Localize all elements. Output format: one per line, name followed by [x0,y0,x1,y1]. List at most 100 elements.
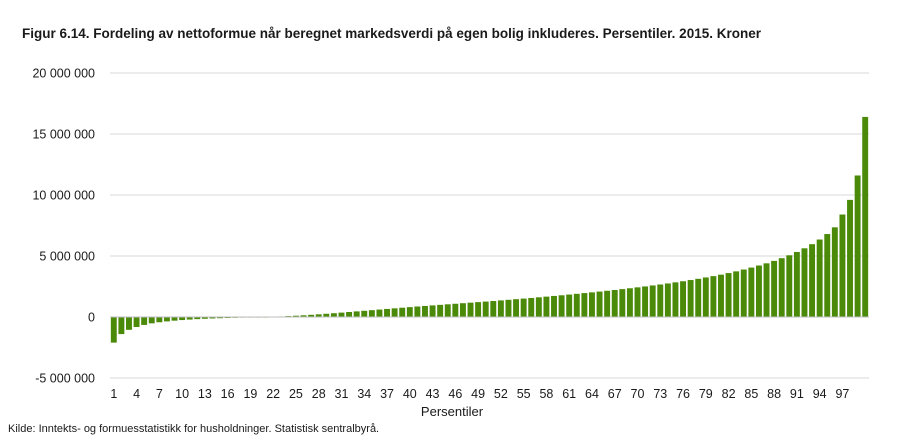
x-tick-label: 28 [312,387,326,401]
bar-percentile-41 [414,306,421,317]
bar-percentile-9 [171,317,178,321]
bar-percentile-53 [505,299,512,317]
bar-percentile-66 [604,290,611,317]
x-tick-label: 58 [539,387,553,401]
x-tick-label: 34 [357,387,371,401]
bar-percentile-81 [718,274,724,317]
x-tick-label: 43 [426,387,440,401]
x-tick-label: 46 [448,387,462,401]
bar-percentile-29 [323,313,330,317]
bar-percentile-71 [642,286,649,317]
bar-percentile-68 [619,289,626,317]
x-tick-label: 94 [813,387,827,401]
bar-percentile-78 [695,278,702,317]
bar-percentile-93 [809,244,816,317]
bar-percentile-84 [740,269,747,317]
bar-percentile-38 [391,308,398,317]
bar-percentile-5 [141,317,148,325]
x-tick-label: 4 [133,387,140,401]
bar-percentile-7 [156,317,163,323]
bar-percentile-70 [634,287,641,317]
bar-percentile-90 [786,255,793,317]
bar-percentile-40 [406,307,413,317]
bar-percentile-74 [664,283,671,317]
bar-percentile-26 [300,315,307,317]
bar-percentile-34 [361,310,368,317]
x-tick-label: 76 [676,387,690,401]
bars [110,116,869,343]
bar-percentile-75 [672,282,679,317]
bar-percentile-46 [452,303,459,317]
x-tick-label: 37 [380,387,394,401]
bar-percentile-51 [490,301,497,317]
bar-percentile-12 [194,317,201,320]
bar-percentile-82 [725,273,732,317]
y-tick-label: 20 000 000 [32,67,95,81]
bar-percentile-44 [437,304,444,317]
bar-percentile-64 [589,292,595,317]
bar-percentile-94 [816,239,823,317]
bar-percentile-83 [733,271,740,317]
bar-percentile-25 [292,315,299,317]
x-tick-label: 49 [471,387,485,401]
bar-percentile-47 [459,303,466,317]
x-tick-label: 52 [494,387,508,401]
bar-percentile-76 [680,281,686,317]
bar-percentile-91 [793,251,800,317]
bar-percentile-67 [611,289,618,317]
bar-percentile-95 [824,234,831,317]
bar-percentile-59 [551,295,557,317]
bar-percentile-77 [687,280,694,317]
x-tick-label: 97 [835,387,849,401]
x-tick-label: 91 [790,387,804,401]
x-tick-label: 82 [722,387,736,401]
bar-percentile-14 [209,317,216,319]
bar-percentile-80 [710,276,717,317]
chart-title: Figur 6.14. Fordeling av nettoformue når… [22,26,761,41]
bar-percentile-49 [475,302,482,317]
bar-percentile-62 [573,293,580,317]
x-tick-label: 10 [175,387,189,401]
bar-percentile-97 [839,214,846,317]
bar-percentile-52 [497,300,504,317]
bar-percentile-39 [399,307,406,317]
x-tick-label: 7 [156,387,163,401]
x-tick-label: 40 [403,387,417,401]
bar-percentile-15 [217,317,224,319]
bar-percentile-65 [596,291,603,317]
x-tick-label: 88 [767,387,781,401]
bar-percentile-37 [384,308,390,317]
bar-percentile-60 [558,295,565,317]
bar-percentile-36 [376,309,383,317]
x-tick-label: 67 [608,387,622,401]
bar-percentile-54 [513,299,520,317]
bar-percentile-99 [854,175,861,317]
bar-percentile-35 [368,310,375,317]
x-tick-label: 19 [243,387,257,401]
y-tick-label: -5 000 000 [35,372,95,386]
bar-percentile-10 [179,317,186,321]
bar-percentile-55 [520,298,527,317]
bar-percentile-86 [755,265,762,317]
bar-percentile-31 [338,312,345,317]
bar-percentile-11 [186,317,193,320]
y-tick-label: 0 [88,311,95,325]
bar-percentile-92 [801,248,808,317]
bar-percentile-30 [330,313,337,317]
x-tick-label: 22 [266,387,280,401]
x-tick-label: 16 [221,387,235,401]
bar-percentile-8 [163,317,170,322]
bar-percentile-42 [422,305,428,317]
bar-percentile-3 [126,317,132,330]
bar-percentile-57 [535,297,542,317]
x-tick-label: 70 [631,387,645,401]
bar-percentile-98 [847,199,853,317]
y-tick-label: 5 000 000 [39,250,95,264]
bar-percentile-13 [201,317,208,319]
bar-percentile-50 [482,301,489,317]
bar-percentile-27 [308,314,315,317]
x-tick-label: 31 [335,387,349,401]
bar-percentile-61 [566,294,573,317]
x-tick-label: 55 [517,387,531,401]
